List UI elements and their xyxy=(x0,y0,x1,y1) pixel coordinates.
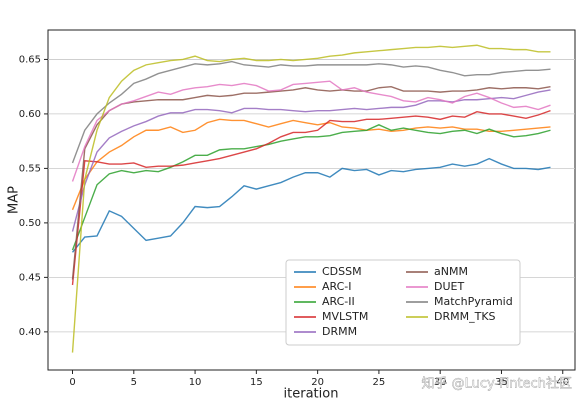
y-tick-label: 0.40 xyxy=(19,327,41,338)
series-line xyxy=(71,44,551,353)
legend-label: DUET xyxy=(434,280,464,293)
series-line xyxy=(71,85,551,280)
legend-label: aNMM xyxy=(434,265,468,278)
x-tick-label: 15 xyxy=(250,377,263,388)
series-line xyxy=(71,60,551,164)
x-tick-label: 0 xyxy=(69,377,75,388)
y-tick-label: 0.55 xyxy=(19,163,41,174)
legend-label: DRMM xyxy=(322,325,357,338)
x-tick-label: 20 xyxy=(311,377,324,388)
series-line xyxy=(71,124,551,251)
x-tick-label: 30 xyxy=(434,377,447,388)
legend-label: ARC-I xyxy=(322,280,352,293)
legend-label: MatchPyramid xyxy=(434,295,513,308)
y-tick-label: 0.50 xyxy=(19,218,41,229)
y-tick-label: 0.45 xyxy=(19,272,41,283)
x-tick-label: 5 xyxy=(131,377,137,388)
x-axis-label: iteration xyxy=(284,387,339,402)
watermark: 知乎 @Lucy-Fintech社区 xyxy=(421,376,572,392)
x-tick-label: 25 xyxy=(373,377,386,388)
series-line xyxy=(71,157,551,253)
legend-label: CDSSM xyxy=(322,265,362,278)
x-tick-label: 40 xyxy=(556,377,569,388)
legend-label: ARC-II xyxy=(322,295,355,308)
legend-label: MVLSTM xyxy=(322,310,368,323)
legend-box xyxy=(285,259,521,346)
y-tick-label: 0.65 xyxy=(19,54,41,65)
series-line xyxy=(71,109,551,286)
x-tick-label: 10 xyxy=(189,377,202,388)
series-line xyxy=(71,118,551,211)
x-tick-label: 35 xyxy=(495,377,508,388)
series-line xyxy=(71,80,551,182)
y-axis-label: MAP xyxy=(7,186,22,214)
y-tick-label: 0.60 xyxy=(19,109,41,120)
plot-frame xyxy=(47,29,576,371)
legend-label: DRMM_TKS xyxy=(434,310,496,323)
series-line xyxy=(71,89,551,232)
